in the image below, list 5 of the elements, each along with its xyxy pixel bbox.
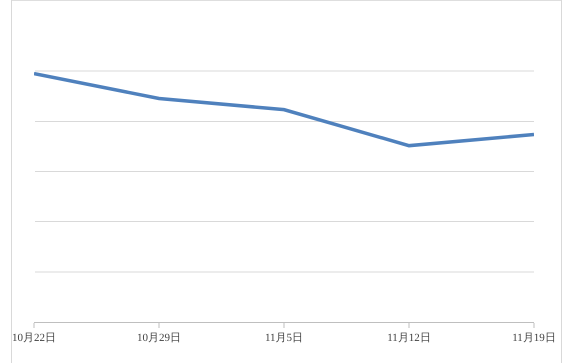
x-tick-label: 11月5日 <box>264 332 304 344</box>
x-tick-label: 11月19日 <box>512 332 556 344</box>
x-tick-label: 10月22日 <box>12 332 56 344</box>
x-tick-label: 11月12日 <box>387 332 431 344</box>
x-tick-label: 10月29日 <box>137 332 181 344</box>
